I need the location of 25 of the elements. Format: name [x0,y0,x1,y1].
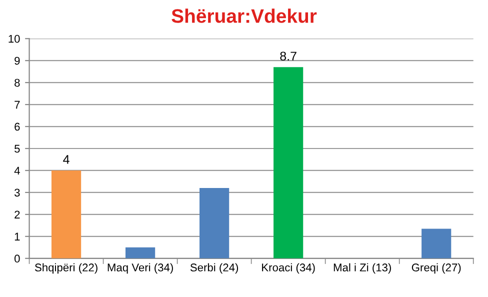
y-tick-label: 7 [14,100,20,109]
y-tick-label: 8 [14,78,20,87]
bar [422,228,452,258]
bar [274,67,304,258]
y-tick-label: 2 [14,210,20,218]
y-tick-label: 0 [14,254,20,263]
data-label: 8.7 [280,52,296,61]
bar [51,170,82,258]
x-tick-label: Maq Veri (34) [108,263,173,274]
x-tick-label: Greqi (27) [412,263,461,274]
bar [125,247,156,258]
y-tick-label: 6 [14,122,20,131]
y-tick-label: 9 [14,56,20,65]
x-tick-label: Kroaci (34) [262,263,315,274]
y-tick-label: 4 [14,166,20,175]
x-tick-label: Serbi (24) [190,263,238,274]
y-tick-label: 3 [14,188,20,197]
x-tick-label: Mal i Zi (13) [334,263,391,274]
bar [200,188,230,258]
chart-title: Shëruar:Vdekur [172,8,317,23]
data-label: 4 [63,155,70,164]
y-tick-label: 1 [14,232,20,240]
y-tick-label: 5 [14,144,20,153]
y-tick-label: 10 [8,34,20,43]
x-tick-label: Shqipëri (22) [34,263,98,274]
